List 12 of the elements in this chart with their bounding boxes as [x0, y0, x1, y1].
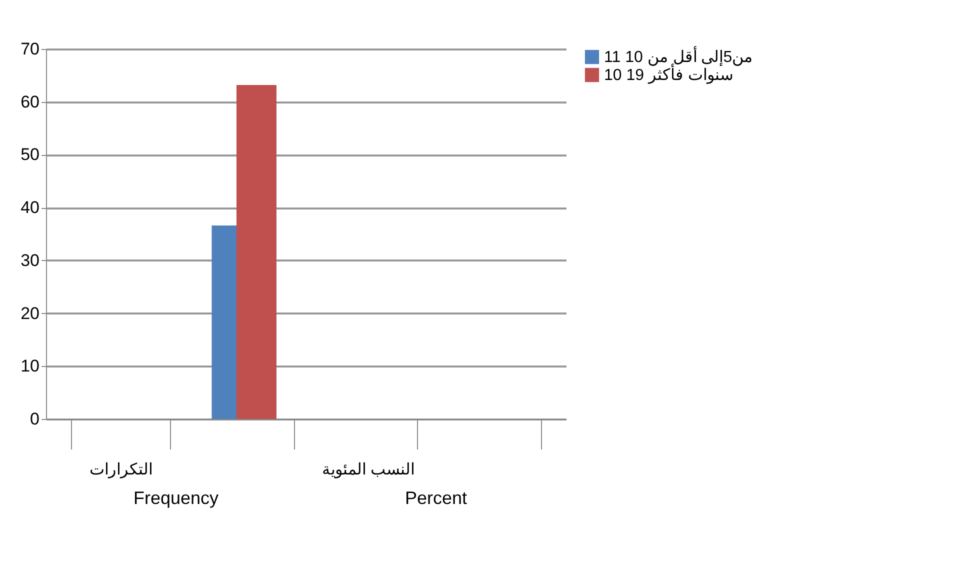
text: Percent	[404, 488, 468, 508]
y-tick-label: 10	[20, 356, 40, 376]
y-tick-label: 50	[20, 145, 40, 164]
y-tick-label: 30	[20, 250, 40, 270]
y-tick-label: 70	[20, 40, 40, 58]
y-tick-label: 40	[20, 198, 40, 218]
y-tick-label: 60	[20, 92, 40, 112]
text: Frequency	[133, 488, 219, 508]
x-tick-label: النسب المئوية	[322, 462, 415, 478]
y-tick-label: 0	[30, 410, 40, 428]
y-tick-label: 20	[20, 304, 40, 323]
x-tick-label: التكرارات	[89, 462, 152, 478]
